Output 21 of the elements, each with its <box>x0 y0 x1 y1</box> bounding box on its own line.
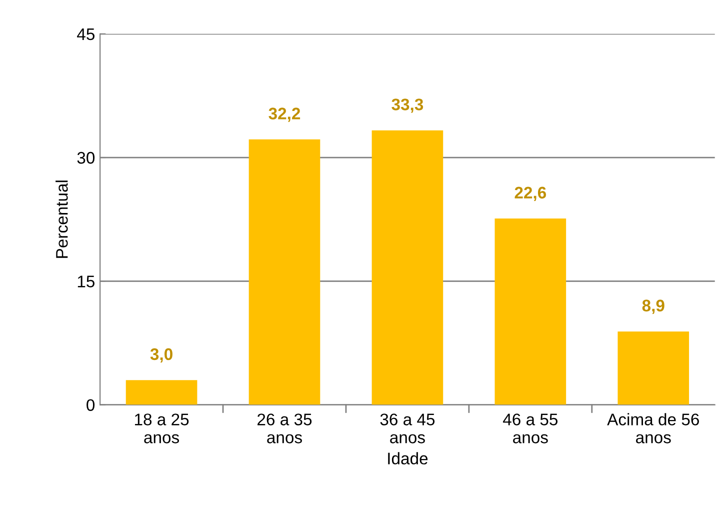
data-label: 32,2 <box>268 108 300 122</box>
data-label: 8,9 <box>642 300 664 314</box>
y-tick-label: 0 <box>86 399 95 412</box>
bar <box>618 331 690 405</box>
x-tick-label: 46 a 55 anos <box>502 414 558 444</box>
bar <box>126 380 198 405</box>
data-label: 33,3 <box>392 98 424 113</box>
x-tick-label: 18 a 25 anos <box>135 414 189 444</box>
x-axis-title: Idade <box>388 452 428 464</box>
y-tick-label: 30 <box>77 152 95 164</box>
bar <box>248 139 320 405</box>
x-tick-label: 26 a 35 anos <box>258 414 312 444</box>
data-label: 22,6 <box>514 186 546 201</box>
y-tick-label: 45 <box>77 28 94 40</box>
data-label: 3,0 <box>150 348 172 363</box>
y-tick-label: 15 <box>78 276 94 288</box>
bar <box>494 218 566 405</box>
bar <box>372 130 444 405</box>
x-tick-label: 36 a 45 anos <box>380 414 435 444</box>
y-axis-title: Percentual <box>56 180 68 258</box>
x-tick-label: Acima de 56 anos <box>607 413 699 444</box>
